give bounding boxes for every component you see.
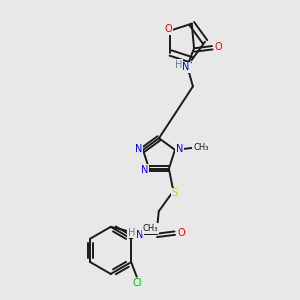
Text: S: S (171, 188, 178, 198)
Text: O: O (164, 24, 172, 34)
Text: N: N (182, 62, 190, 72)
Text: N: N (141, 165, 148, 175)
Text: N: N (135, 144, 142, 154)
Text: CH₃: CH₃ (142, 224, 158, 233)
Text: CH₃: CH₃ (193, 143, 208, 152)
Text: O: O (215, 42, 223, 52)
Text: H: H (128, 228, 136, 238)
Text: Cl: Cl (132, 278, 142, 289)
Text: H: H (175, 60, 182, 70)
Text: O: O (177, 228, 185, 238)
Text: N: N (176, 144, 183, 154)
Text: N: N (136, 230, 143, 240)
